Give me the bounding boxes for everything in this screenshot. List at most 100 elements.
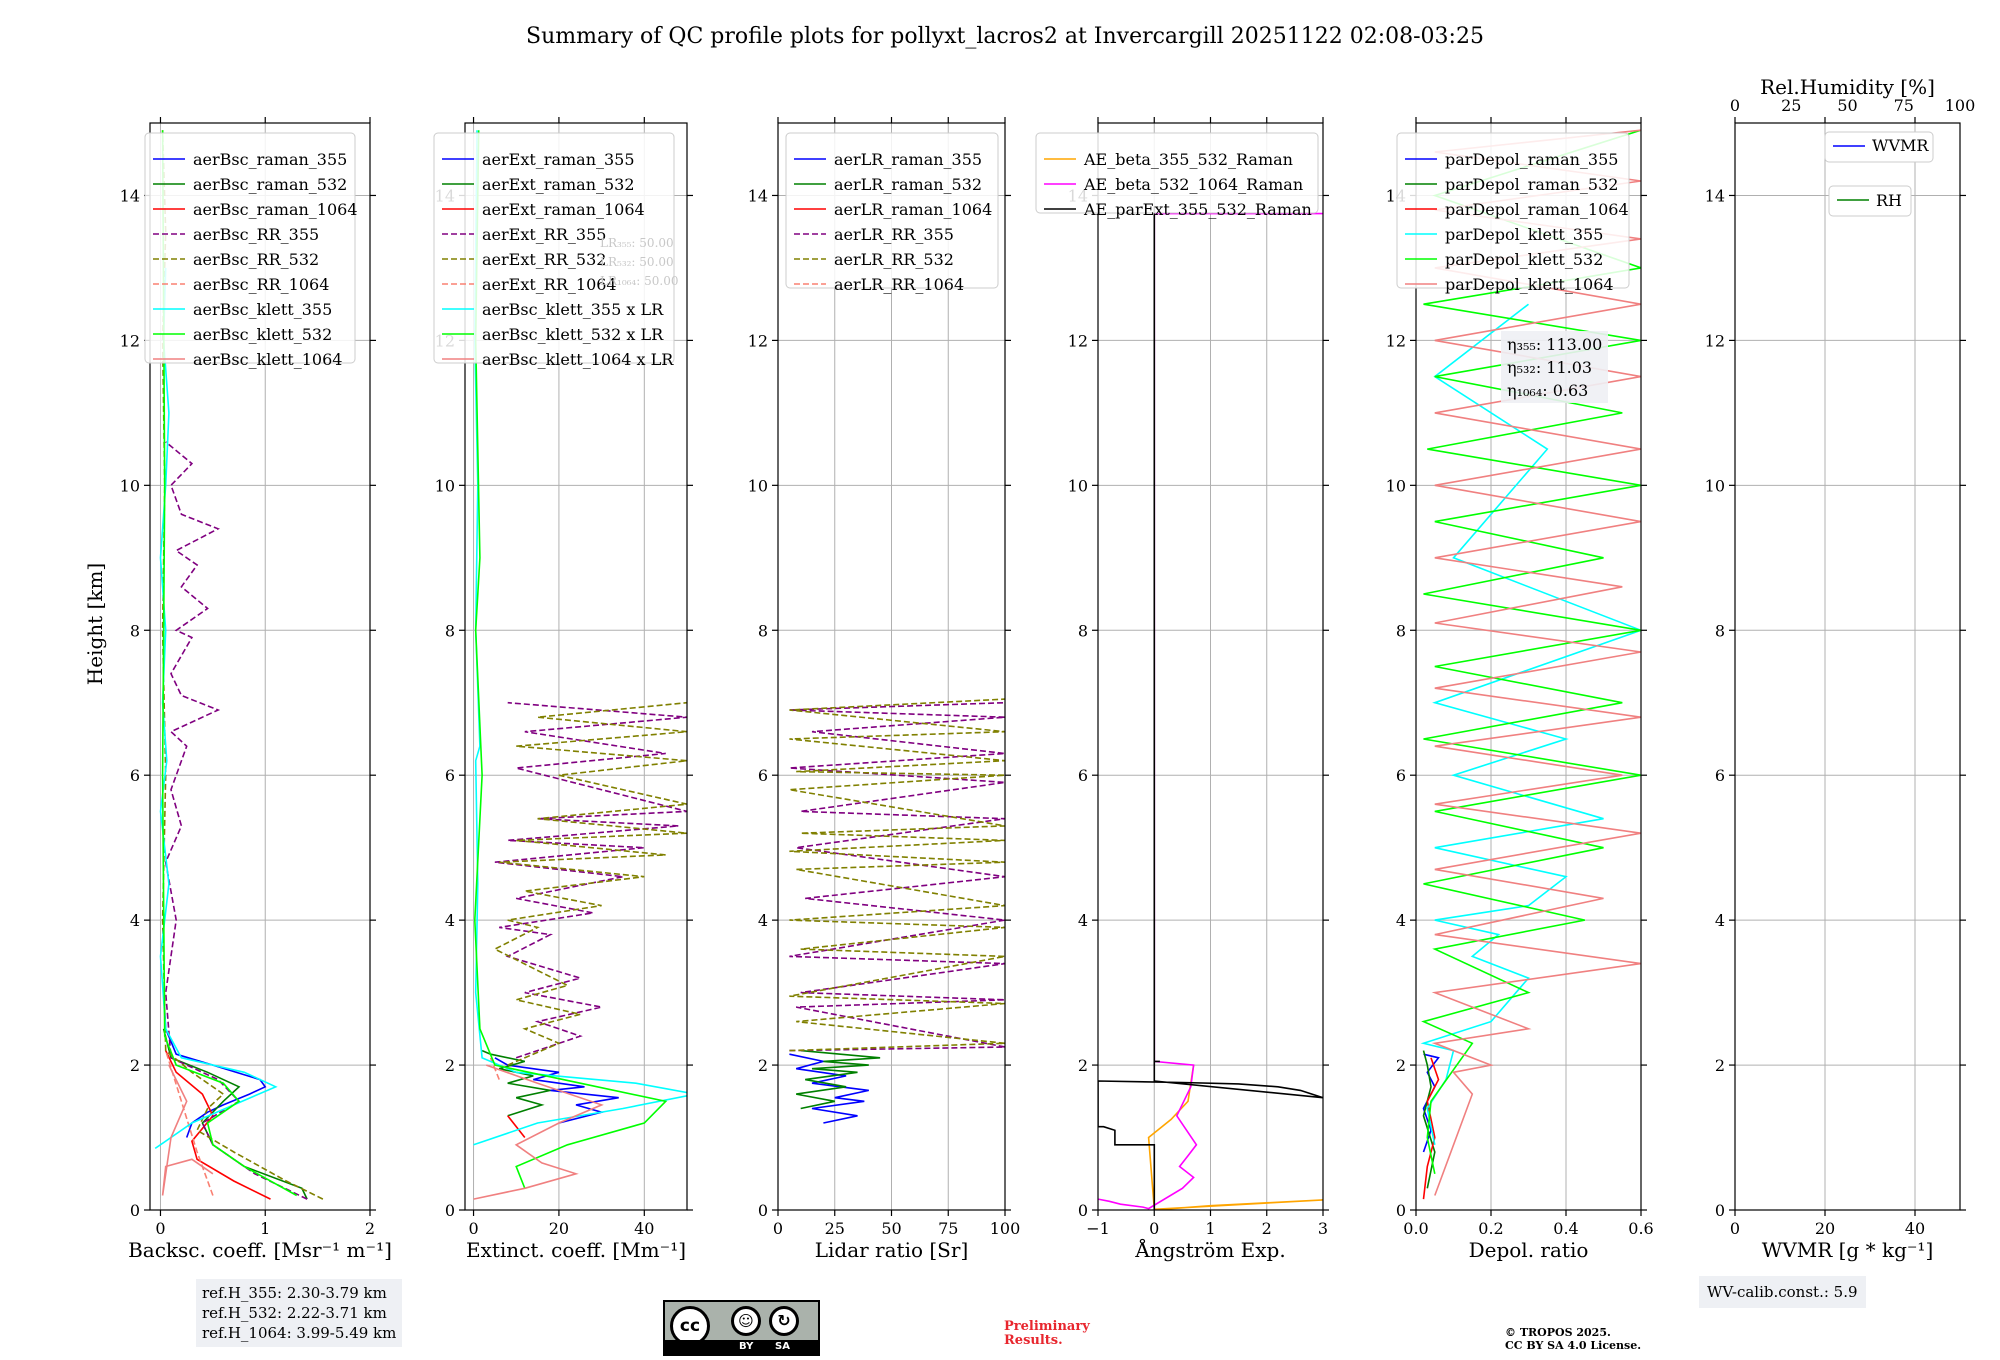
x-tick-label: 1	[260, 1219, 270, 1238]
ref-height-355: ref.H_355: 2.30-3.79 km	[202, 1284, 387, 1302]
series-line-aerBsc_raman_1064	[164, 1050, 271, 1200]
x-tick-label: 20	[1815, 1219, 1835, 1238]
legend-label: parDepol_klett_355	[1445, 225, 1603, 244]
eta-annotation: η₃₅₅: 113.00 η₅₃₂: 11.03 η₁₀₆₄: 0.63	[1501, 331, 1608, 403]
legend-frame	[1828, 185, 1912, 217]
series-line-aerBsc_klett_355 x LR	[473, 130, 687, 1146]
y-tick-label: 4	[1078, 911, 1088, 930]
legend-label: aerExt_raman_355	[482, 150, 635, 169]
series-line-aerBsc_klett_1064	[161, 1064, 214, 1196]
series-line-parDepol_raman_1064	[1422, 1057, 1440, 1200]
series-line-aerExt_RR_355	[494, 701, 687, 1059]
legend-label: AE_beta_532_1064_Raman	[1083, 175, 1303, 194]
y-tick-label: 6	[1715, 766, 1725, 785]
axes-frame	[464, 122, 688, 1211]
series-line-AE_beta_532_1064_Raman	[1098, 212, 1323, 1210]
x-tick-label: 0	[1149, 1219, 1159, 1238]
x-tick-label: 75	[938, 1219, 958, 1238]
legend-label: aerExt_raman_1064	[482, 200, 645, 219]
x-tick-label: 0	[773, 1219, 783, 1238]
y-tick-label: 2	[1396, 1056, 1406, 1075]
legend-label: parDepol_klett_1064	[1445, 275, 1614, 294]
series-line-aerExt_RR_532	[493, 701, 687, 1066]
legend-label: aerBsc_raman_1064	[193, 200, 358, 219]
series-line-aerLR_raman_532	[796, 1049, 881, 1110]
y-tick-label: 12	[120, 331, 140, 350]
x-tick-label: −1	[1086, 1219, 1110, 1238]
legend-label: aerBsc_RR_355	[193, 225, 319, 244]
legend: parDepol_raman_355 parDepol_raman_532 parD…	[1396, 132, 1630, 294]
y-tick-label: 6	[445, 766, 455, 785]
x-tick-label: 0	[468, 1219, 478, 1238]
y-tick-label: 8	[130, 621, 140, 640]
legend: AE_beta_355_532_Raman AE_beta_532_1064_Ra…	[1035, 132, 1319, 219]
y-tick-label: 6	[1396, 766, 1406, 785]
lidar-ratio-annotation: LR₁₀₆₄: 50.00	[600, 274, 678, 288]
series-line-aerBsc_RR_532	[161, 130, 324, 1200]
legend-label: AE_parExt_355_532_Raman	[1083, 200, 1312, 219]
x-axis-label: Lidar ratio [Sr]	[815, 1238, 969, 1262]
series-line-aerBsc_klett_532 x LR	[473, 130, 668, 1189]
legend-label: RH	[1876, 191, 1902, 210]
axes-frame	[1734, 122, 1961, 1211]
legend-label: aerLR_raman_355	[834, 150, 982, 169]
preliminary-results-note: Preliminary Results.	[1004, 1320, 1090, 1348]
x-axis-label: Backsc. coeff. [Msr⁻¹ m⁻¹]	[128, 1238, 392, 1262]
top-x-tick-label: 25	[1781, 96, 1801, 115]
y-tick-label: 2	[445, 1056, 455, 1075]
figure-title: Summary of QC profile plots for pollyxt_…	[526, 24, 1484, 49]
legend-label: aerBsc_raman_532	[193, 175, 347, 194]
share-alike-icon: ↻	[769, 1306, 799, 1336]
x-tick-label: 40	[634, 1219, 654, 1238]
copyright-line-2: CC BY SA 4.0 License.	[1505, 1339, 1642, 1352]
panel-lr: 0 25 50 75 100 0 2 4 6 8 10 12 14 Lidar ratio [Sr] aer…	[748, 117, 1021, 1262]
legend-frame	[1035, 132, 1319, 214]
legend-label: aerExt_RR_532	[482, 250, 606, 269]
x-tick-label: 100	[990, 1219, 1021, 1238]
x-tick-label: 3	[1318, 1219, 1328, 1238]
series-line-aerBsc_raman_532	[162, 1028, 308, 1200]
y-tick-label: 0	[1078, 1201, 1088, 1220]
legend-frame	[785, 132, 999, 289]
top-x-tick-label: 50	[1837, 96, 1857, 115]
y-tick-label: 8	[445, 621, 455, 640]
y-tick-label: 8	[1078, 621, 1088, 640]
legend-label: aerBsc_klett_1064	[193, 350, 342, 369]
x-tick-label: 1	[1205, 1219, 1215, 1238]
top-x-tick-label: 75	[1894, 96, 1914, 115]
eta-box	[1501, 331, 1608, 403]
ref-height-532: ref.H_532: 2.22-3.71 km	[202, 1304, 387, 1322]
legend-label: aerBsc_RR_1064	[193, 275, 329, 294]
eta-value: η₁₀₆₄: 0.63	[1507, 381, 1588, 400]
legend-label: aerBsc_klett_355 x LR	[482, 300, 664, 319]
y-tick-label: 0	[1396, 1201, 1406, 1220]
y-tick-label: 4	[445, 911, 455, 930]
y-tick-label: 12	[748, 331, 768, 350]
x-tick-label: 0.6	[1628, 1219, 1653, 1238]
y-tick-label: 8	[1715, 621, 1725, 640]
legend-rh: RH	[1828, 185, 1912, 217]
cc-by-text: BY	[739, 1341, 754, 1352]
cc-license-badge: cc ☺ ↻ BY SA	[663, 1300, 820, 1356]
x-tick-label: 2	[1262, 1219, 1272, 1238]
series-line-aerBsc_raman_355	[162, 992, 267, 1138]
legend: aerExt_raman_355 aerExt_raman_532 aerExt_r…	[433, 132, 675, 369]
y-tick-label: 12	[1386, 331, 1406, 350]
legend-label: aerLR_raman_1064	[834, 200, 992, 219]
series-line-aerExt_raman_532	[481, 1049, 551, 1117]
legend-label: aerBsc_klett_532 x LR	[482, 325, 664, 344]
series-line-aerExt_raman_1064	[507, 1115, 526, 1138]
legend: aerBsc_raman_355 aerBsc_raman_532 aerBsc_r…	[144, 132, 358, 369]
legend: aerLR_raman_355 aerLR_raman_532 aerLR_rama…	[785, 132, 999, 294]
top-x-tick-label: 0	[1730, 96, 1740, 115]
series-line-aerLR_raman_355	[789, 1053, 869, 1124]
copyright-line-1: © TROPOS 2025.	[1505, 1326, 1611, 1339]
legend-label: aerBsc_RR_532	[193, 250, 319, 269]
y-tick-label: 10	[435, 476, 455, 495]
panel-ext: 0204002468101214Extinct. coeff. [Mm⁻¹]ae…	[433, 117, 693, 1262]
y-tick-label: 10	[1068, 476, 1088, 495]
cc-badge-bar: BY SA	[665, 1340, 818, 1354]
y-tick-label: 14	[120, 186, 140, 205]
y-tick-label: 4	[130, 911, 140, 930]
x-tick-label: 0.4	[1553, 1219, 1578, 1238]
